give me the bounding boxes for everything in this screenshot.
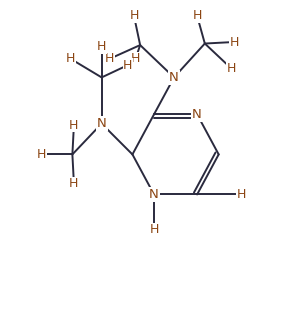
Text: H: H	[123, 59, 132, 72]
Text: H: H	[237, 188, 246, 201]
Text: H: H	[192, 9, 202, 22]
Text: H: H	[37, 148, 46, 161]
Text: H: H	[226, 62, 236, 75]
Text: H: H	[97, 40, 106, 53]
Text: H: H	[69, 177, 79, 190]
Text: H: H	[229, 36, 239, 49]
Text: N: N	[169, 71, 179, 84]
Text: N: N	[97, 117, 107, 130]
Text: H: H	[69, 119, 79, 132]
Text: H: H	[66, 52, 75, 66]
Text: H: H	[105, 52, 114, 66]
Text: N: N	[149, 188, 159, 201]
Text: H: H	[131, 52, 140, 66]
Text: H: H	[149, 223, 159, 236]
Text: H: H	[129, 9, 139, 22]
Text: N: N	[192, 108, 202, 121]
